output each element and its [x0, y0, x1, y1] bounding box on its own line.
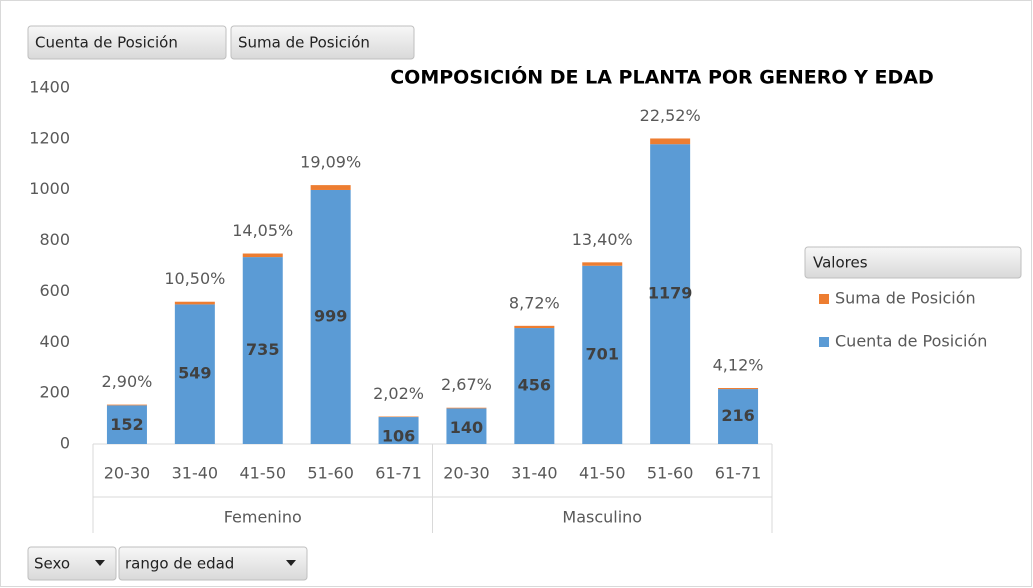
bar-segment	[650, 144, 691, 444]
filter-button-label: Sexo	[34, 555, 70, 573]
x-tick-label: 51-60	[647, 464, 694, 483]
bar-segment	[446, 407, 487, 409]
bar-segment	[650, 138, 691, 145]
data-label: 8,72%	[509, 293, 560, 312]
x-tick-label: 61-71	[375, 464, 422, 483]
x-tick-label: 20-30	[443, 464, 490, 483]
bar-segment	[310, 189, 351, 444]
filter-button[interactable]	[118, 546, 308, 581]
legend-label: Cuenta de Posición	[835, 332, 987, 351]
y-tick-label: 600	[39, 281, 70, 300]
bar-segment	[582, 262, 623, 266]
filter-button-label: rango de edad	[125, 555, 234, 573]
x-tick-label: 41-50	[579, 464, 626, 483]
data-label: 2,90%	[102, 372, 153, 391]
y-tick-label: 200	[39, 383, 70, 402]
bar-segment	[378, 417, 419, 444]
data-label: 456	[518, 376, 551, 395]
data-label: 22,52%	[640, 106, 701, 125]
bar-segment	[106, 405, 147, 444]
data-label: 14,05%	[232, 221, 293, 240]
bar-segment	[378, 416, 419, 418]
y-tick-label: 400	[39, 332, 70, 351]
y-tick-label: 800	[39, 230, 70, 249]
group-label: Masculino	[562, 508, 642, 527]
data-label: 999	[314, 306, 347, 325]
legend-swatch	[819, 294, 829, 304]
data-label: 549	[178, 364, 211, 383]
bar-segment	[514, 328, 555, 444]
field-button[interactable]	[27, 25, 227, 60]
data-label: 1179	[648, 284, 693, 303]
bar-segment	[242, 257, 283, 444]
data-label: 10,50%	[164, 269, 225, 288]
bar-segment	[174, 301, 215, 305]
chart-title: COMPOSICIÓN DE LA PLANTA POR GENERO Y ED…	[390, 65, 934, 89]
filter-button[interactable]	[27, 546, 117, 581]
data-label: 106	[382, 427, 415, 446]
data-label: 701	[586, 344, 619, 363]
data-label: 2,02%	[373, 384, 424, 403]
bar-segment	[310, 185, 351, 190]
legend-label: Suma de Posición	[835, 289, 976, 308]
data-label: 152	[110, 415, 143, 434]
dropdown-arrow	[95, 560, 105, 566]
bar-segment	[174, 304, 215, 444]
field-button-label: Suma de Posición	[238, 34, 370, 52]
group-label: Femenino	[224, 508, 302, 527]
y-tick-label: 1200	[29, 128, 70, 147]
legend-title-button[interactable]	[804, 246, 1022, 279]
y-tick-label: 1400	[29, 78, 70, 97]
dropdown-arrow	[286, 560, 296, 566]
data-label: 13,40%	[572, 230, 633, 249]
data-label: 19,09%	[300, 153, 361, 172]
bar-segment	[106, 404, 147, 406]
x-tick-label: 41-50	[240, 464, 287, 483]
data-label: 216	[721, 406, 754, 425]
x-tick-label: 31-40	[172, 464, 219, 483]
y-tick-label: 0	[60, 434, 70, 453]
y-tick-label: 1000	[29, 179, 70, 198]
data-label: 735	[246, 340, 279, 359]
x-tick-label: 51-60	[307, 464, 354, 483]
bar-segment	[242, 253, 283, 258]
x-tick-label: 31-40	[511, 464, 558, 483]
data-label: 4,12%	[713, 356, 764, 375]
field-button[interactable]	[230, 25, 415, 60]
x-tick-label: 61-71	[715, 464, 762, 483]
legend-title: Valores	[813, 254, 868, 272]
x-tick-label: 20-30	[104, 464, 151, 483]
bar-segment	[718, 389, 759, 444]
legend-swatch	[819, 337, 829, 347]
data-label: 2,67%	[441, 375, 492, 394]
bar-segment	[514, 325, 555, 329]
bar-segment	[718, 388, 759, 390]
data-label: 140	[450, 418, 483, 437]
bar-segment	[582, 265, 623, 444]
bar-segment	[446, 408, 487, 444]
field-button-label: Cuenta de Posición	[35, 34, 178, 52]
